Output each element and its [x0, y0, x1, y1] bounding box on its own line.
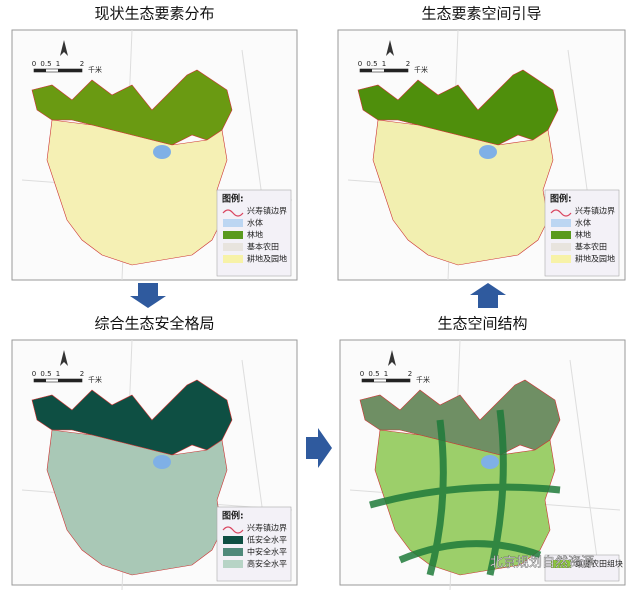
scale-bar-seg	[34, 379, 46, 382]
scale-bar-seg	[34, 69, 46, 72]
scale-label: 1	[382, 60, 386, 68]
legend-swatch	[223, 219, 243, 227]
legend-label: 重要农田组块	[575, 559, 623, 569]
scale-label: 2	[406, 60, 410, 68]
scale-label: 0.5	[366, 60, 377, 68]
scale-unit: 千米	[414, 65, 428, 74]
legend-label: 中安全水平	[247, 547, 287, 557]
scale-unit: 千米	[88, 375, 102, 384]
scale-bar-seg	[386, 379, 410, 382]
scale-bar-seg	[360, 69, 372, 72]
arrow-right	[306, 428, 332, 468]
corridor	[369, 409, 561, 576]
scale-label: 2	[408, 370, 412, 378]
legend-title: 图例:	[222, 510, 244, 522]
legend-label: 水体	[575, 218, 591, 228]
scale-bar-seg	[384, 69, 408, 72]
legend-title: 图例:	[222, 193, 244, 205]
scale-label: 2	[80, 370, 84, 378]
scale-unit: 千米	[88, 65, 102, 74]
scale-bar-seg	[58, 69, 82, 72]
legend-swatch	[551, 231, 571, 239]
legend-line	[222, 526, 244, 534]
legend-label: 林地	[247, 230, 263, 240]
scale-label: 0	[358, 60, 362, 68]
legend-label: 林地	[575, 230, 591, 240]
legend-label: 高安全水平	[247, 559, 287, 569]
scale-bar-seg	[362, 379, 374, 382]
panel-title: 综合生态安全格局	[94, 315, 214, 333]
arrow-up	[470, 283, 506, 308]
legend-swatch	[223, 243, 243, 251]
compass	[386, 40, 394, 56]
legend-label: 耕地及园地	[575, 254, 615, 264]
water-body	[481, 455, 499, 469]
legend-label: 兴寿镇边界	[575, 206, 615, 216]
arrow-down	[130, 283, 166, 308]
legend-label: 水体	[247, 218, 263, 228]
legend-swatch	[223, 255, 243, 263]
legend-line	[222, 209, 244, 217]
scale-bar-seg	[58, 379, 82, 382]
legend-swatch	[551, 255, 571, 263]
legend-label: 基本农田	[575, 242, 607, 252]
panel-title: 生态要素空间引导	[421, 5, 541, 23]
compass	[60, 40, 68, 56]
farm-area	[372, 119, 554, 266]
scale-label: 0.5	[368, 370, 379, 378]
water-body	[153, 145, 171, 159]
legend-line	[550, 209, 572, 217]
legend-swatch	[223, 536, 243, 544]
scale-label: 1	[384, 370, 388, 378]
legend-label: 基本农田	[247, 242, 279, 252]
farm-area	[46, 119, 228, 266]
compass	[388, 350, 396, 366]
legend-title: 图例:	[550, 193, 572, 205]
scale-label: 1	[56, 60, 60, 68]
legend-label: 兴寿镇边界	[247, 523, 287, 533]
scale-label: 0.5	[40, 60, 51, 68]
legend-label: 低安全水平	[247, 535, 287, 545]
compass	[60, 350, 68, 366]
legend-label: 兴寿镇边界	[247, 206, 287, 216]
panel-title: 现状生态要素分布	[94, 5, 214, 23]
legend-swatch	[223, 560, 243, 568]
legend-swatch	[223, 231, 243, 239]
panel-title: 生态空间结构	[437, 315, 527, 333]
farm-area	[46, 429, 228, 576]
scale-label: 1	[56, 370, 60, 378]
scale-label: 0	[360, 370, 364, 378]
scale-label: 2	[80, 60, 84, 68]
legend-swatch	[551, 560, 571, 568]
scale-unit: 千米	[416, 375, 430, 384]
legend-swatch	[551, 243, 571, 251]
water-body	[479, 145, 497, 159]
legend-label: 耕地及园地	[247, 254, 287, 264]
scale-label: 0	[32, 60, 36, 68]
legend-swatch	[223, 548, 243, 556]
scale-label: 0	[32, 370, 36, 378]
watermark: 北京规划自然资源	[490, 555, 594, 571]
scale-label: 0.5	[40, 370, 51, 378]
legend-swatch	[551, 219, 571, 227]
water-body	[153, 455, 171, 469]
